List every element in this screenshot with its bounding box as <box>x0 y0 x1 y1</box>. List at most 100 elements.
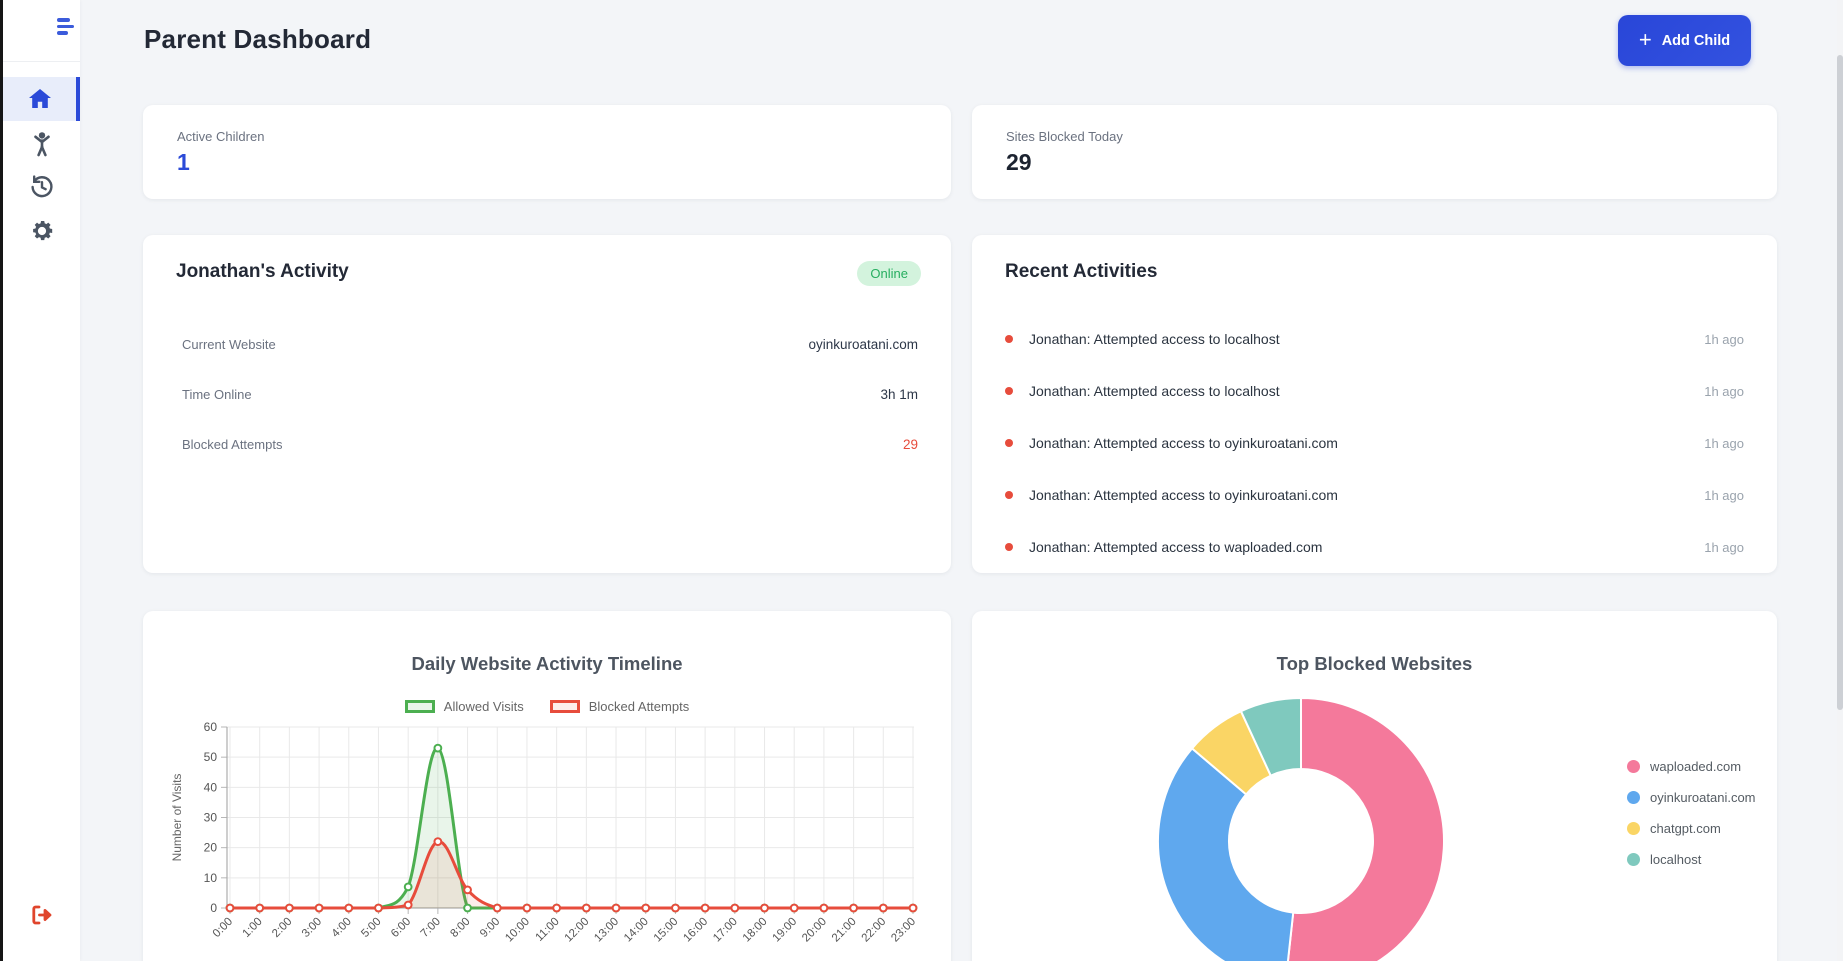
svg-text:0: 0 <box>210 901 217 915</box>
data-point[interactable] <box>463 885 472 895</box>
data-point[interactable] <box>611 903 621 913</box>
legend-item[interactable]: Blocked Attempts <box>549 699 689 714</box>
activity-time: 1h ago <box>1704 539 1744 555</box>
donut-slice[interactable] <box>1286 696 1445 961</box>
donut-slice[interactable] <box>1239 696 1302 777</box>
data-point[interactable] <box>581 903 591 913</box>
svg-text:20:00: 20:00 <box>800 916 829 945</box>
alert-dot-icon <box>1005 491 1013 499</box>
data-point[interactable] <box>552 903 562 913</box>
svg-text:2:00: 2:00 <box>270 916 294 940</box>
line-chart-legend: Allowed Visits Blocked Attempts <box>143 699 951 714</box>
legend-item[interactable]: chatgpt.com <box>1627 813 1756 844</box>
legend-label: localhost <box>1650 852 1702 867</box>
add-child-label: Add Child <box>1661 32 1731 49</box>
gear-icon <box>32 221 52 241</box>
daily-activity-chart-card: Daily Website Activity Timeline Allowed … <box>143 611 951 961</box>
data-point[interactable] <box>849 903 859 913</box>
data-point[interactable] <box>671 903 680 913</box>
recent-activities-list: Jonathan: Attempted access to localhost 1… <box>1005 313 1744 573</box>
data-point[interactable] <box>463 903 472 913</box>
donut-chart-canvas[interactable] <box>972 611 1777 961</box>
activity-rows: Current Website oyinkuroatani.com Time Onl… <box>176 319 918 469</box>
sidebar-item-logout[interactable] <box>3 893 80 937</box>
svg-text:23:00: 23:00 <box>889 916 918 945</box>
activity-time: 1h ago <box>1704 435 1744 451</box>
activity-row: Blocked Attempts 29 <box>176 419 918 469</box>
legend-label: waploaded.com <box>1650 759 1742 774</box>
data-point[interactable] <box>433 743 443 753</box>
sidebar-item-history[interactable] <box>3 165 80 209</box>
sidebar-item-settings[interactable] <box>3 209 80 253</box>
sidebar-item-dashboard[interactable] <box>3 77 80 121</box>
legend-swatch <box>1627 822 1640 835</box>
legend-item[interactable]: localhost <box>1627 844 1756 875</box>
activity-text: Jonathan: Attempted access to oyinkuroat… <box>1029 435 1338 451</box>
data-point[interactable] <box>344 903 354 913</box>
activity-time: 1h ago <box>1704 487 1744 503</box>
history-icon <box>30 175 53 198</box>
data-point[interactable] <box>314 903 324 913</box>
svg-text:14:00: 14:00 <box>622 916 651 945</box>
data-point[interactable] <box>908 903 918 913</box>
svg-text:12:00: 12:00 <box>563 916 592 945</box>
activity-time: 1h ago <box>1704 331 1744 347</box>
stat-card-active-children: Active Children 1 <box>143 105 951 199</box>
window-edge <box>0 0 3 961</box>
donut-chart-legend: waploaded.com oyinkuroatani.com chatgpt.co… <box>1627 751 1756 875</box>
donut-slice[interactable] <box>1157 747 1295 961</box>
hamburger-menu-icon[interactable] <box>55 15 81 39</box>
data-point[interactable] <box>760 903 769 913</box>
svg-text:17:00: 17:00 <box>711 916 740 945</box>
data-point[interactable] <box>255 903 265 913</box>
scrollbar-thumb[interactable] <box>1837 55 1843 710</box>
add-child-button[interactable]: + Add Child <box>1618 15 1751 66</box>
data-point[interactable] <box>403 882 413 892</box>
legend-item[interactable]: Allowed Visits <box>404 699 524 714</box>
activity-row-value: 29 <box>902 436 918 452</box>
child-icon <box>33 132 50 157</box>
data-point[interactable] <box>374 903 383 913</box>
data-point[interactable] <box>522 903 532 913</box>
data-point[interactable] <box>433 837 443 847</box>
stat-label: Active Children <box>177 129 265 144</box>
stat-label: Sites Blocked Today <box>1006 129 1123 144</box>
data-point[interactable] <box>819 903 829 913</box>
plus-icon: + <box>1638 26 1652 52</box>
activity-row: Current Website oyinkuroatani.com <box>176 319 918 369</box>
svg-text:4:00: 4:00 <box>330 916 354 940</box>
scrollbar-track[interactable] <box>1837 0 1843 961</box>
svg-text:11:00: 11:00 <box>534 916 562 944</box>
legend-label: chatgpt.com <box>1650 821 1721 836</box>
data-point[interactable] <box>700 903 710 913</box>
sidebar-item-children[interactable] <box>3 122 80 166</box>
svg-text:18:00: 18:00 <box>741 916 770 945</box>
legend-swatch <box>549 700 580 713</box>
data-point[interactable] <box>641 903 651 913</box>
data-point[interactable] <box>878 903 888 913</box>
list-item: Jonathan: Attempted access to localhost 1… <box>1005 365 1744 417</box>
list-item: Jonathan: Attempted access to oyinkuroat… <box>1005 417 1744 469</box>
data-point[interactable] <box>789 903 799 913</box>
svg-text:7:00: 7:00 <box>419 916 443 940</box>
data-point[interactable] <box>492 903 502 913</box>
svg-text:60: 60 <box>204 720 218 734</box>
sidebar-header <box>3 0 80 62</box>
svg-text:Number of Visits: Number of Visits <box>170 774 184 862</box>
activity-row-label: Current Website <box>182 336 276 352</box>
legend-item[interactable]: oyinkuroatani.com <box>1627 782 1756 813</box>
svg-text:1:00: 1:00 <box>240 916 264 940</box>
data-point[interactable] <box>225 903 235 913</box>
svg-text:13:00: 13:00 <box>592 916 621 945</box>
data-point[interactable] <box>730 903 740 913</box>
svg-text:50: 50 <box>204 750 218 764</box>
home-icon <box>28 89 51 108</box>
activity-text: Jonathan: Attempted access to waploaded.… <box>1029 539 1323 555</box>
data-point[interactable] <box>403 900 413 910</box>
svg-text:10: 10 <box>204 871 218 885</box>
activity-text: Jonathan: Attempted access to oyinkuroat… <box>1029 487 1338 503</box>
card-title: Recent Activities <box>1005 261 1158 282</box>
line-chart-canvas[interactable]: 0 10 20 30 40 50 60 0:00 1:00 2:00 3:00 4:00 5:00 6:0… <box>143 611 951 961</box>
legend-item[interactable]: waploaded.com <box>1627 751 1756 782</box>
data-point[interactable] <box>284 903 294 913</box>
